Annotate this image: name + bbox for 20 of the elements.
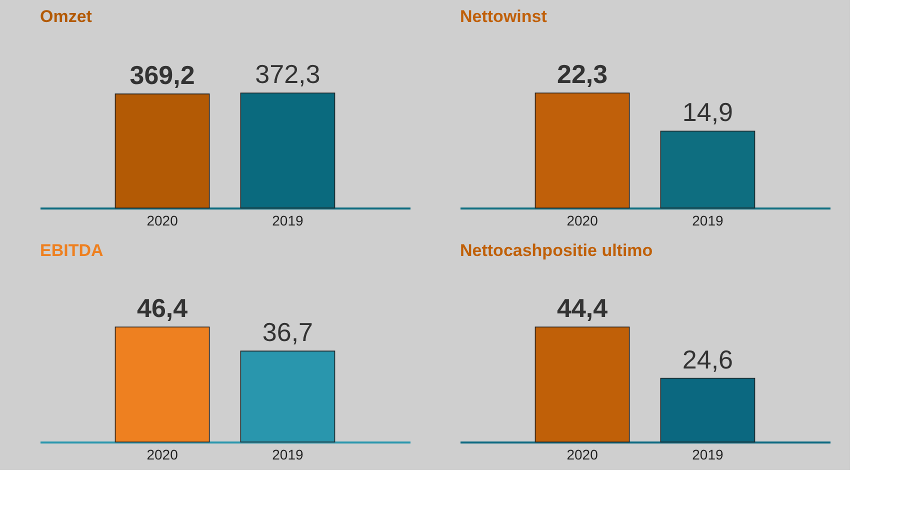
data-label: 369,2: [130, 60, 195, 90]
data-label: 372,3: [255, 59, 320, 89]
data-label: 14,9: [682, 97, 734, 128]
data-label: 22,3: [556, 59, 608, 89]
x-tick-label: 2020: [566, 446, 598, 462]
x-tick-label: 2020: [566, 212, 598, 228]
chart-title: Omzet: [40, 7, 92, 26]
x-tick-label: 2019: [272, 446, 304, 462]
data-label: 36,7: [262, 317, 314, 348]
data-label: 44,4: [556, 293, 608, 323]
x-tick-label: 2019: [272, 212, 304, 228]
data-label: 46,4: [136, 293, 188, 323]
chart-title: Nettowinst: [460, 7, 548, 26]
data-label: 24,6: [682, 344, 734, 374]
x-tick-label: 2019: [692, 446, 724, 462]
chart-title: Nettocashpositie ultimo: [460, 241, 653, 260]
x-tick-label: 2019: [692, 212, 724, 228]
x-tick-label: 2020: [146, 446, 178, 462]
chart-title: EBITDA: [40, 241, 104, 260]
x-tick-label: 2020: [146, 212, 178, 228]
